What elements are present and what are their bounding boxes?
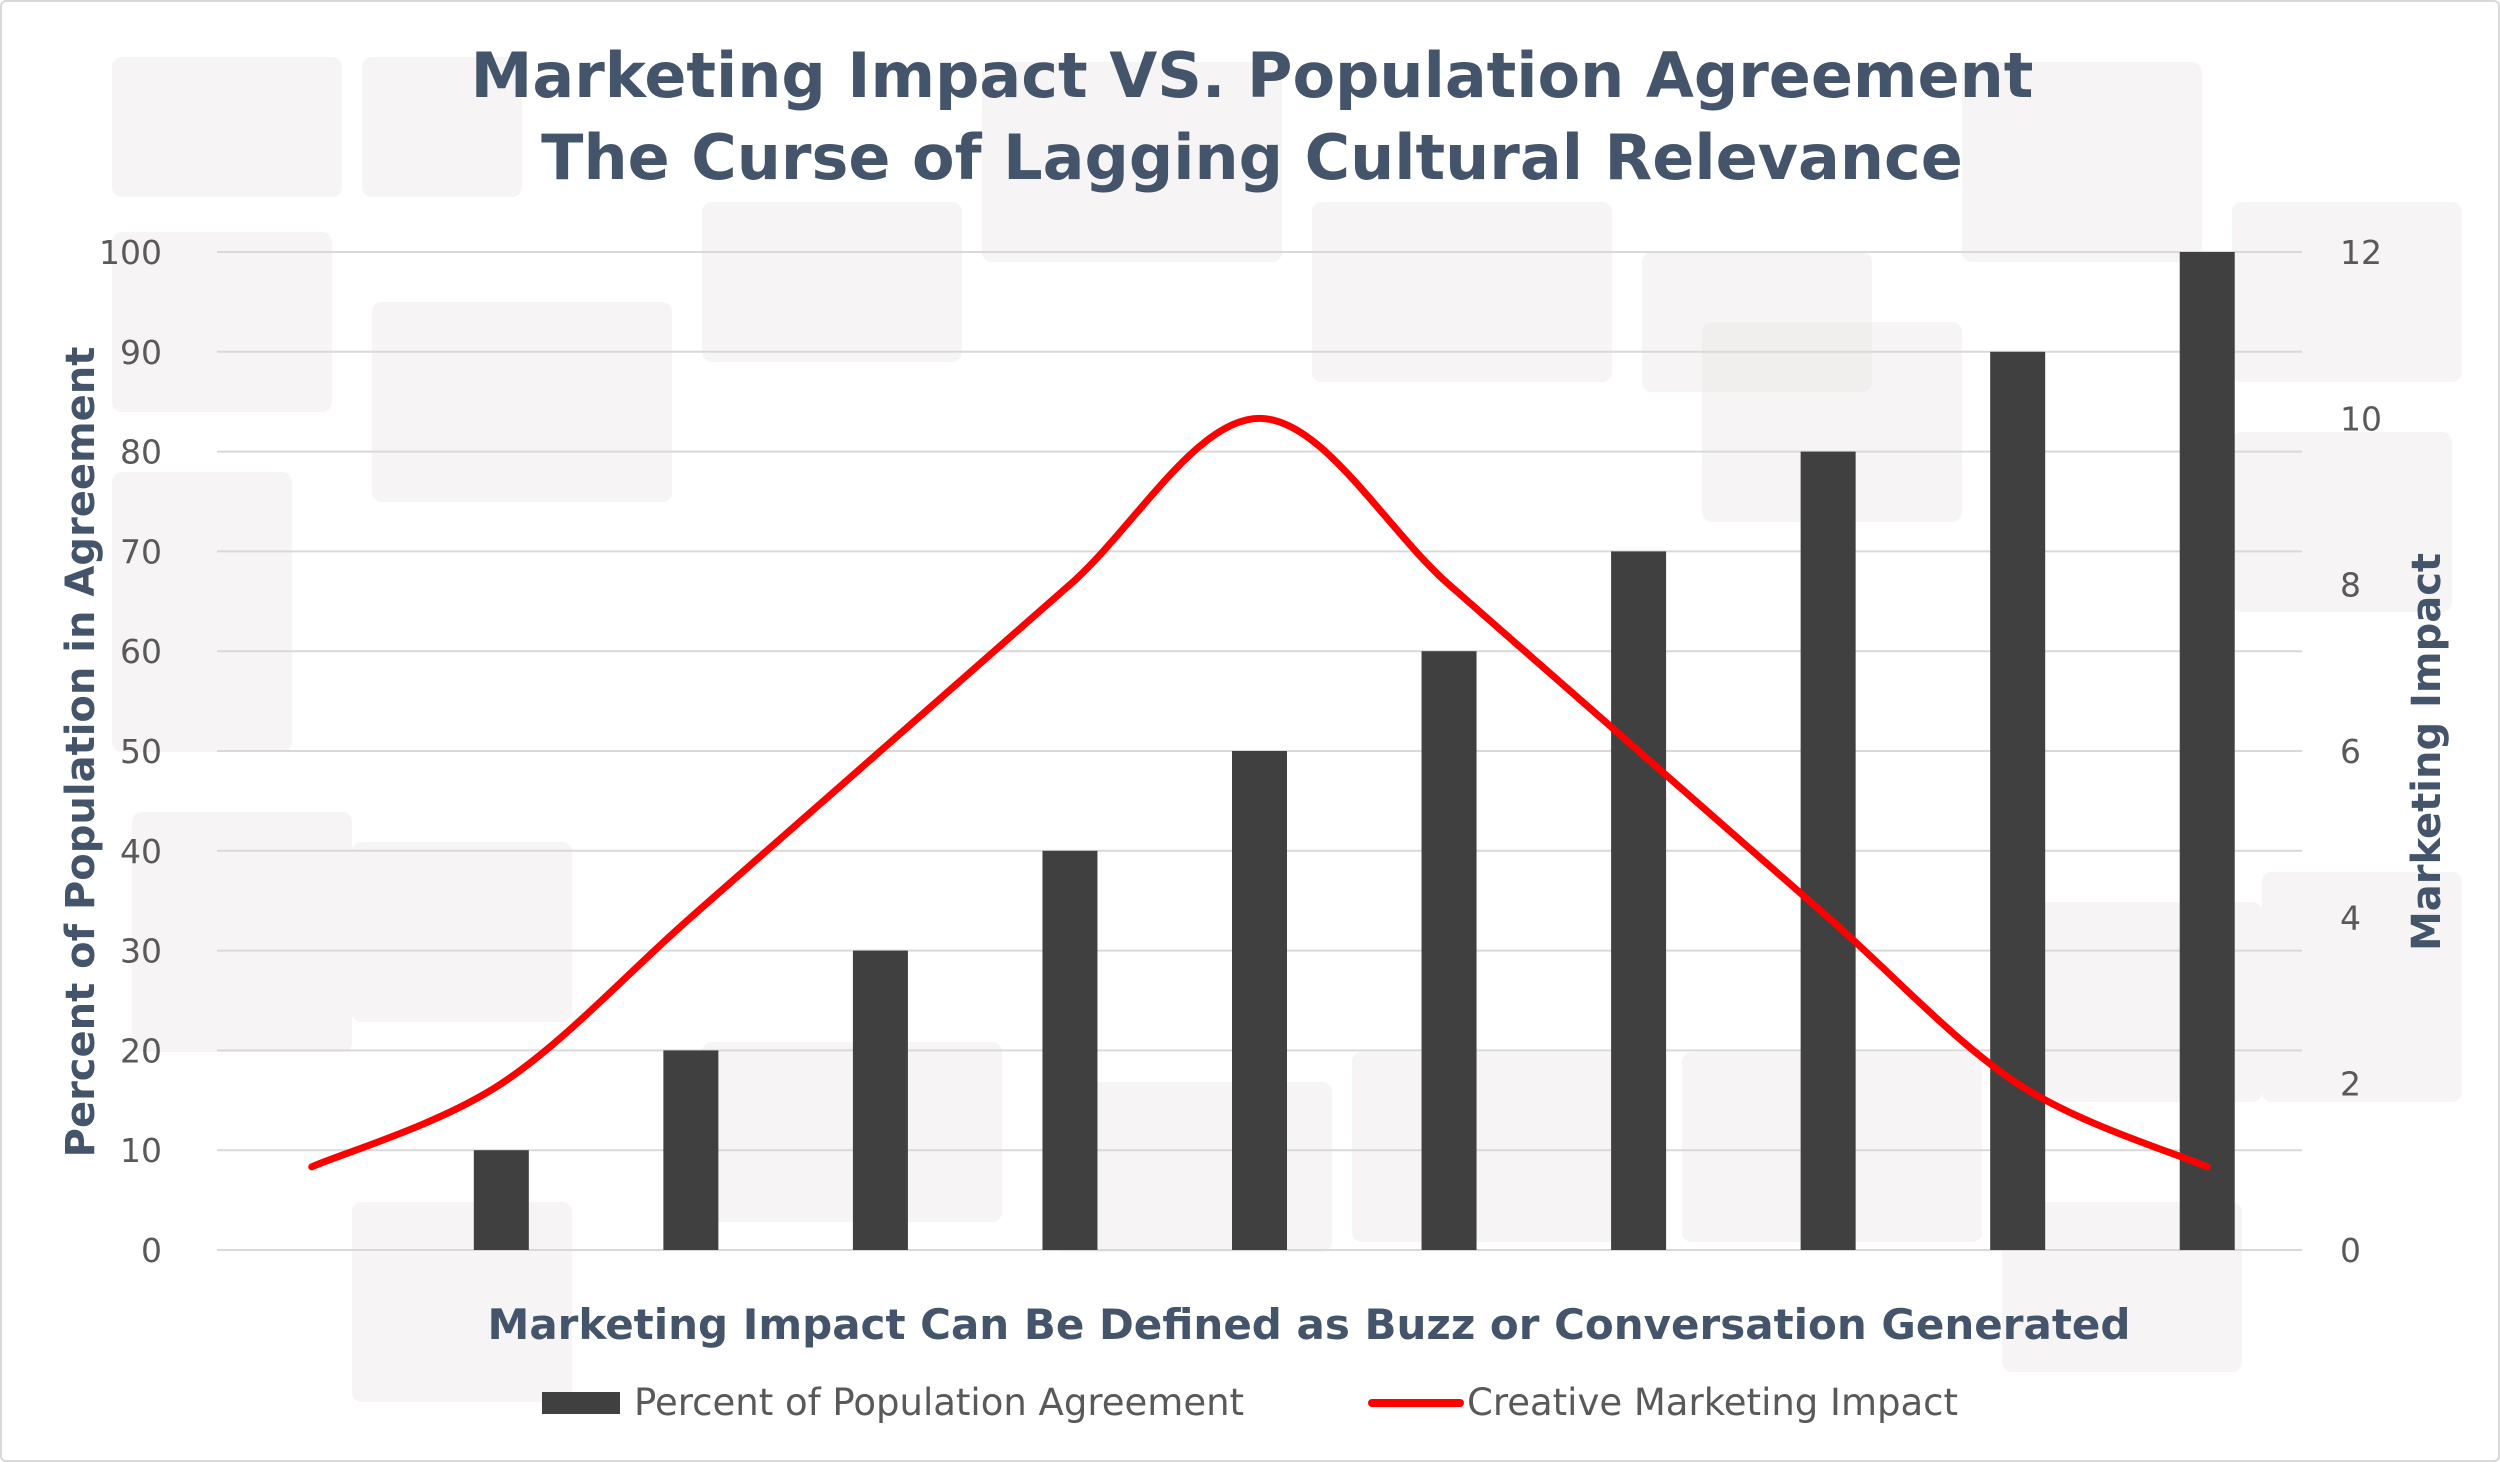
y2-tick-label: 12 <box>2340 233 2382 272</box>
bar <box>2179 252 2235 1250</box>
y2-tick-label: 2 <box>2340 1065 2361 1104</box>
bar <box>1990 351 2046 1250</box>
y-tick-label: 10 <box>120 1131 162 1170</box>
background-brand-collage <box>112 57 2462 1402</box>
bar-series <box>473 252 2235 1251</box>
y-tick-label: 60 <box>120 632 162 671</box>
bar <box>1232 751 1287 1250</box>
x-axis-title: Marketing Impact Can Be Defined as Buzz … <box>488 1300 2131 1349</box>
background-logo-cluster <box>982 62 1282 262</box>
bar <box>1042 850 1098 1250</box>
y2-tick-label: 10 <box>2340 399 2382 438</box>
y2-axis-title: Marketing Impact <box>2404 553 2450 951</box>
background-logo-cluster <box>2232 202 2462 382</box>
line-series <box>308 414 2211 1171</box>
y-tick-label: 30 <box>120 932 162 971</box>
y-tick-label: 70 <box>120 532 162 571</box>
background-logo-cluster <box>132 812 352 1052</box>
y-tick-label: 40 <box>120 832 162 871</box>
y-tick-label: 50 <box>120 732 162 771</box>
background-logo-cluster <box>362 57 522 197</box>
legend: Percent of Population Agreement Creative… <box>542 1381 1958 1424</box>
legend-swatch-bar <box>542 1392 620 1414</box>
y2-tick-label: 4 <box>2340 898 2361 937</box>
background-logo-cluster <box>1642 252 1872 392</box>
background-logo-cluster <box>112 232 332 412</box>
y2-tick-label: 0 <box>2340 1231 2361 1270</box>
background-logo-cluster <box>1352 1052 1652 1242</box>
legend-label-line: Creative Marketing Impact <box>1467 1381 1958 1424</box>
background-logo-cluster <box>702 1042 1002 1222</box>
y-tick-label: 20 <box>120 1031 162 1070</box>
y-tick-label: 90 <box>120 333 162 372</box>
background-logo-cluster <box>1312 202 1612 382</box>
background-logo-cluster <box>2232 432 2452 612</box>
y2-tick-label: 6 <box>2340 732 2361 771</box>
bar <box>1611 551 1667 1250</box>
background-logo-cluster <box>2262 872 2462 1102</box>
bar <box>1800 451 1856 1251</box>
chart-title-line-1: Marketing Impact VS. Population Agreemen… <box>471 39 2034 112</box>
left-axis-ticks: 0 10 20 30 40 50 60 70 80 90 100 <box>99 233 162 1270</box>
right-axis-ticks: 0 2 4 6 8 10 12 <box>2340 233 2382 1270</box>
background-logo-cluster <box>352 842 572 1022</box>
bar <box>663 1050 719 1250</box>
background-logo-cluster <box>352 1202 572 1402</box>
y-tick-label: 0 <box>141 1231 162 1270</box>
background-logo-cluster <box>112 472 292 752</box>
legend-label-bar: Percent of Population Agreement <box>634 1381 1244 1424</box>
bar <box>852 950 908 1250</box>
background-logo-cluster <box>1962 62 2202 262</box>
y-axis-title: Percent of Population in Agreement <box>58 347 104 1158</box>
bar <box>1421 651 1477 1250</box>
chart-title-line-2: The Curse of Lagging Cultural Relevance <box>541 121 1963 194</box>
background-logo-cluster <box>1702 322 1962 522</box>
y2-tick-label: 8 <box>2340 566 2361 605</box>
background-logo-cluster <box>702 202 962 362</box>
background-logo-cluster <box>372 302 672 502</box>
y-tick-label: 100 <box>99 233 162 272</box>
background-logo-cluster <box>112 57 342 197</box>
bar <box>473 1150 529 1250</box>
y-tick-label: 80 <box>120 433 162 472</box>
